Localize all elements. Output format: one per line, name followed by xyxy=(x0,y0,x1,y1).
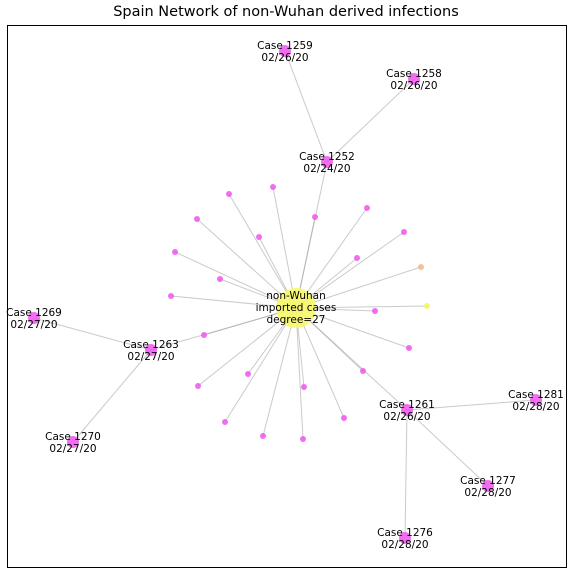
case-node-1281 xyxy=(530,394,542,406)
leaf-node-8 xyxy=(172,249,178,255)
case-node-1252 xyxy=(321,156,333,168)
edge-hub-leaf-24 xyxy=(295,305,428,309)
leaf-node-17 xyxy=(245,371,251,377)
case-node-1269 xyxy=(28,312,40,324)
case-label-1263-line-1: Case 1263 xyxy=(123,339,179,351)
edge-1263-1269 xyxy=(33,317,152,351)
leaf-node-6 xyxy=(256,234,262,240)
case-label-1281-line-1: Case 1281 xyxy=(508,389,564,401)
leaf-node-1 xyxy=(270,184,276,190)
edge-hub-1261 xyxy=(295,307,408,411)
case-label-1270-line-2: 02/27/20 xyxy=(49,443,96,455)
edge-1261-1281 xyxy=(406,399,537,411)
hub-node xyxy=(276,288,316,328)
case-node-1277 xyxy=(482,480,494,492)
edge-1252-1259 xyxy=(284,50,328,163)
edge-hub-leaf-22 xyxy=(295,307,345,419)
case-node-1258 xyxy=(408,73,420,85)
hub-label-line-3: degree=27 xyxy=(267,314,326,326)
edge-hub-leaf-1 xyxy=(272,186,297,309)
case-label-1261-line-1: Case 1261 xyxy=(379,399,435,411)
case-node-1263 xyxy=(145,344,157,356)
edge-hub-1263 xyxy=(150,307,297,351)
leaf-node-18 xyxy=(301,384,307,390)
case-node-1261 xyxy=(401,404,413,416)
case-label-1261-line-2: 02/26/20 xyxy=(383,411,430,423)
leaf-node-11 xyxy=(168,293,174,299)
case-label-1252-line-1: Case 1252 xyxy=(299,151,355,163)
leaf-node-19 xyxy=(222,419,228,425)
leaf-node-13 xyxy=(201,332,207,338)
edge-hub-leaf-7 xyxy=(295,231,405,309)
hub-label-line-2: imported cases xyxy=(256,302,337,314)
edge-hub-1252 xyxy=(295,161,328,309)
edge-hub-leaf-2 xyxy=(228,193,297,309)
case-label-1270-line-1: Case 1270 xyxy=(45,431,101,443)
edge-hub-leaf-4 xyxy=(295,207,368,309)
case-label-1258-line-2: 02/26/20 xyxy=(390,80,437,92)
edge-1252-1258 xyxy=(326,78,415,163)
case-label-1269-line-1: Case 1269 xyxy=(6,307,62,319)
case-label-1259-line-2: 02/26/20 xyxy=(261,52,308,64)
leaf-node-21 xyxy=(300,436,306,442)
case-label-1276-line-2: 02/28/20 xyxy=(381,539,428,551)
case-label-1277-line-2: 02/28/20 xyxy=(464,487,511,499)
case-label-1263-line-2: 02/27/20 xyxy=(127,351,174,363)
edge-1261-1276 xyxy=(404,409,408,539)
case-node-1259 xyxy=(279,45,291,57)
case-label-1281-line-2: 02/28/20 xyxy=(512,401,559,413)
case-label-1276-line-1: Case 1276 xyxy=(377,527,433,539)
case-label-1252-line-2: 02/24/20 xyxy=(303,163,350,175)
edge-hub-leaf-20 xyxy=(262,307,297,437)
leaf-node-10 xyxy=(354,255,360,261)
leaf-node-23 xyxy=(418,264,424,270)
case-label-1259-line-1: Case 1259 xyxy=(257,40,313,52)
leaf-node-7 xyxy=(401,229,407,235)
plot-frame xyxy=(7,25,567,568)
edge-hub-leaf-16 xyxy=(197,307,297,387)
leaf-node-12 xyxy=(372,308,378,314)
leaf-node-14 xyxy=(406,345,412,351)
leaf-node-22 xyxy=(341,415,347,421)
leaf-node-9 xyxy=(217,276,223,282)
case-node-1270 xyxy=(67,436,79,448)
leaf-node-20 xyxy=(260,433,266,439)
hub-label-line-1: non-Wuhan xyxy=(266,290,326,302)
chart-title: Spain Network of non-Wuhan derived infec… xyxy=(113,4,459,20)
edge-hub-leaf-8 xyxy=(174,251,297,309)
leaf-node-15 xyxy=(360,368,366,374)
leaf-node-16 xyxy=(195,383,201,389)
edge-1261-1277 xyxy=(406,409,489,487)
case-node-1276 xyxy=(399,532,411,544)
leaf-node-24 xyxy=(424,303,430,309)
leaf-node-4 xyxy=(364,205,370,211)
edge-hub-leaf-5 xyxy=(196,218,297,309)
case-label-1258-line-1: Case 1258 xyxy=(386,68,442,80)
edge-hub-leaf-11 xyxy=(170,295,297,309)
edge-hub-leaf-21 xyxy=(295,307,304,440)
leaf-node-5 xyxy=(194,216,200,222)
nodes-layer xyxy=(28,45,542,544)
edge-hub-leaf-23 xyxy=(295,266,422,309)
leaf-node-3 xyxy=(312,214,318,220)
leaf-node-2 xyxy=(226,191,232,197)
case-label-1277-line-1: Case 1277 xyxy=(460,475,516,487)
case-label-1269-line-2: 02/27/20 xyxy=(10,319,57,331)
edge-1263-1270 xyxy=(72,349,152,443)
edge-hub-leaf-19 xyxy=(224,307,297,423)
